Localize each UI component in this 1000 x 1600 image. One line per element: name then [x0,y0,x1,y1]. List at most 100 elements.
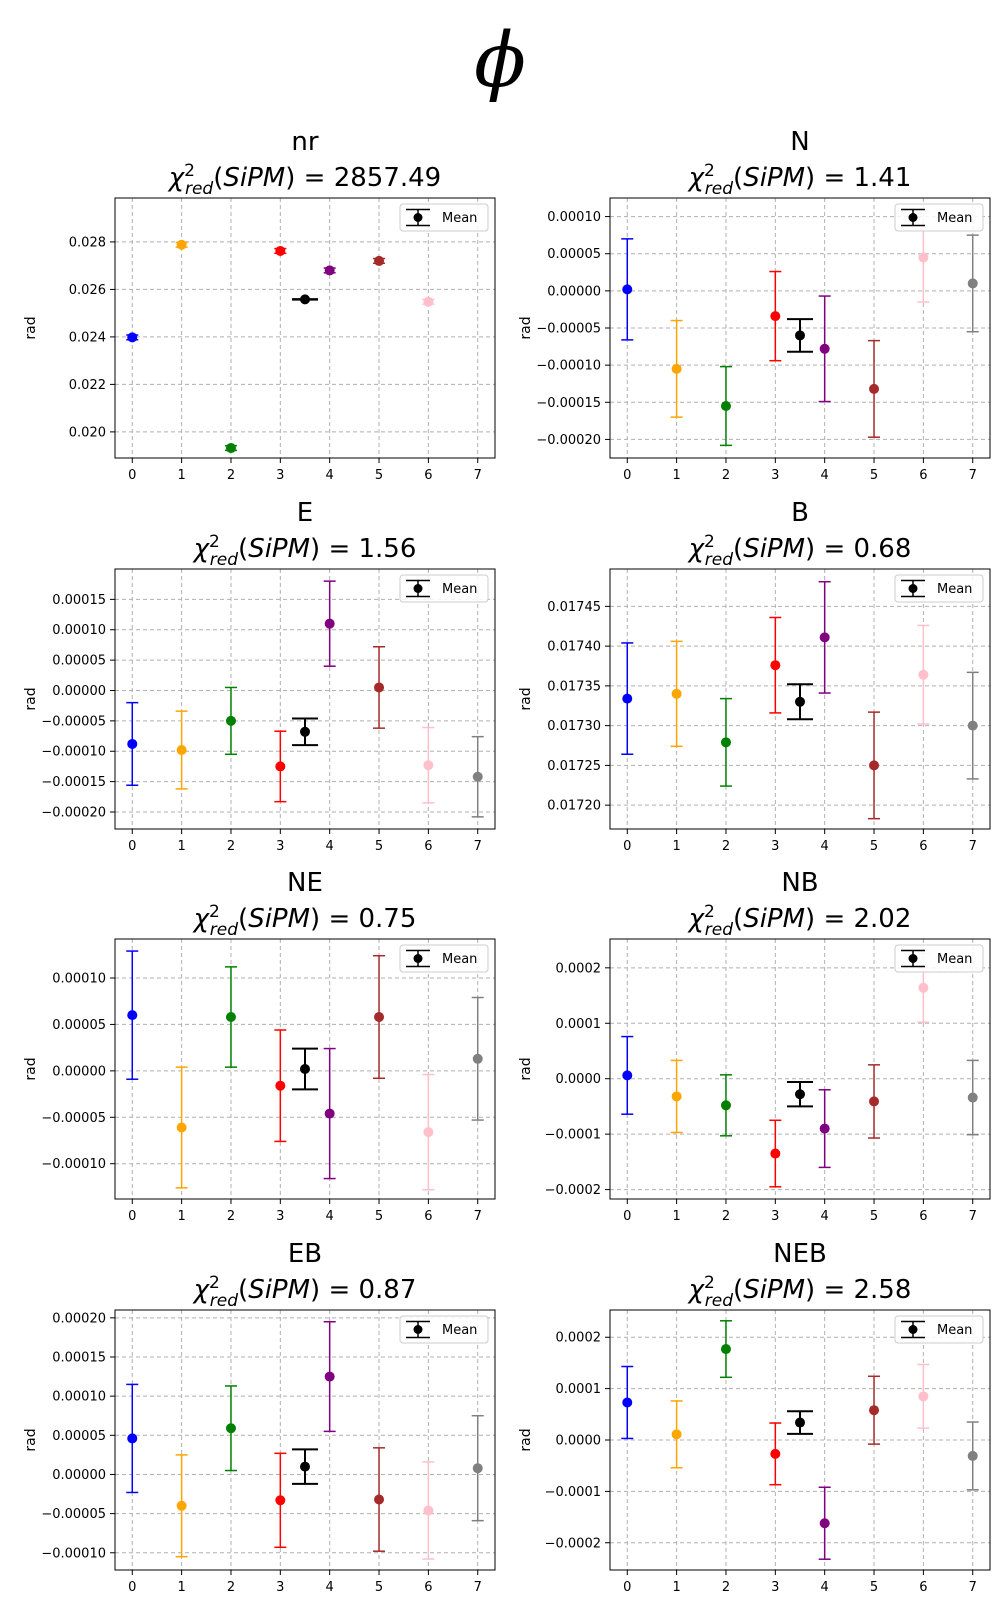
chart-panel-ne: NE χ2 red(SiPM) = 0.75 −0.00010 −0.00005 0.00… [23,868,496,1224]
data-point [324,1371,335,1382]
data-point [225,443,236,454]
x-tick-label: 1 [177,468,185,483]
legend-marker-point [908,584,918,593]
y-tick-label: −0.00015 [41,775,106,790]
data-point [622,693,633,704]
chart-panel-neb: NEB χ2 red(SiPM) = 2.58 −0.0002 −0.0001 0.000… [518,1239,991,1595]
x-tick-label: 2 [227,1209,235,1224]
data-point [819,1123,830,1134]
x-tick-label: 5 [375,1209,383,1224]
y-tick-label: −0.0001 [545,1128,601,1143]
legend-label: Mean [442,952,477,967]
legend-label: Mean [937,1323,972,1338]
panel-chi2-label: χ2 red(SiPM) = 1.56 [192,532,417,570]
y-tick-label: 0.00010 [547,210,601,225]
data-point [720,1100,731,1111]
x-tick-label: 6 [919,1580,927,1595]
mean-point [795,1089,805,1100]
data-point [671,1091,682,1102]
legend-box [399,944,489,973]
y-axis-label: rad [518,316,534,339]
x-tick-label: 7 [969,839,977,854]
y-tick-label: 0.01725 [547,759,601,774]
data-point [374,255,385,266]
data-point [472,1053,483,1064]
axes-frame [114,568,496,830]
figure-title: ϕ [474,15,526,104]
y-tick-label: −0.00005 [41,1507,106,1522]
panel-title: NEB [773,1239,827,1269]
data-point [720,1344,731,1355]
data-point [918,252,929,263]
legend-label: Mean [442,1323,477,1338]
panel-chi2-label: χ2 red(SiPM) = 0.68 [687,532,912,570]
x-tick-label: 7 [969,1580,977,1595]
axes-frame [609,197,991,459]
x-tick-label: 6 [919,839,927,854]
panel-title: NE [287,868,323,898]
legend-marker-point [413,213,423,222]
legend-label: Mean [937,952,972,967]
x-tick-label: 2 [227,839,235,854]
data-point [770,660,781,671]
y-tick-label: 0.00020 [52,1311,106,1326]
x-tick-label: 3 [276,468,284,483]
x-tick-label: 4 [821,468,829,483]
mean-point [300,1461,310,1472]
data-point [275,761,286,772]
x-tick-label: 4 [326,1209,334,1224]
x-tick-label: 0 [128,1580,136,1595]
x-tick-label: 0 [623,1209,631,1224]
y-tick-label: 0.020 [69,425,106,440]
panel-title: NB [781,868,818,898]
legend-box [894,574,984,603]
x-tick-label: 7 [474,839,482,854]
y-tick-label: 0.028 [69,235,106,250]
data-point [225,715,236,726]
y-axis-label: rad [23,316,39,339]
x-tick-label: 7 [474,1209,482,1224]
panel-chi2-label: χ2 red(SiPM) = 0.87 [192,1273,417,1311]
y-axis-label: rad [518,1428,534,1451]
data-point [225,1012,236,1022]
mean-point [300,726,310,737]
legend-marker-point [413,954,423,963]
data-point [423,1505,434,1516]
x-tick-label: 4 [821,1580,829,1595]
legend-label: Mean [442,211,477,226]
legend-box [894,944,984,973]
chart-panel-e: Eχ2 red(SiPM) = 1.56 −0.00020 −0.00015 −0.00… [23,498,496,854]
y-axis-label: rad [23,1057,39,1080]
panel-title: EB [288,1239,322,1269]
legend-marker-point [908,213,918,222]
chart-panel-nb: NB χ2 red(SiPM) = 2.02 −0.0002 −0.0001 0.0000… [518,868,991,1224]
x-tick-label: 2 [722,839,730,854]
x-tick-label: 3 [771,1209,779,1224]
data-point [967,278,978,289]
panel-title: N [790,127,809,157]
panel-title: E [297,498,313,528]
legend-box [399,203,489,232]
y-axis-label: rad [23,687,39,710]
data-point [918,982,929,993]
x-tick-label: 6 [424,839,432,854]
data-point [176,1500,187,1511]
data-point [622,1397,633,1408]
data-point [423,296,434,307]
legend-box [399,1315,489,1344]
legend-box [399,574,489,603]
data-point [472,771,483,782]
y-tick-label: −0.00010 [41,745,106,760]
y-tick-label: 0.01720 [547,799,601,814]
data-point [819,1518,830,1529]
y-tick-label: −0.00010 [536,359,601,374]
chart-panel-b: Bχ2 red(SiPM) = 0.68 0.01720 0.01725 0.01730… [518,498,991,854]
y-tick-label: 0.01740 [547,640,601,655]
x-tick-label: 5 [870,1580,878,1595]
x-tick-label: 0 [128,839,136,854]
chart-panel-nr: nr χ2 red(SiPM) = 2857.49 0.020 0.022 0.024 0.… [23,127,496,483]
legend-label: Mean [442,582,477,597]
legend-box [894,1315,984,1344]
chart-panel-eb: EB χ2 red(SiPM) = 0.87 −0.00010 −0.00005 0.00… [23,1239,496,1595]
